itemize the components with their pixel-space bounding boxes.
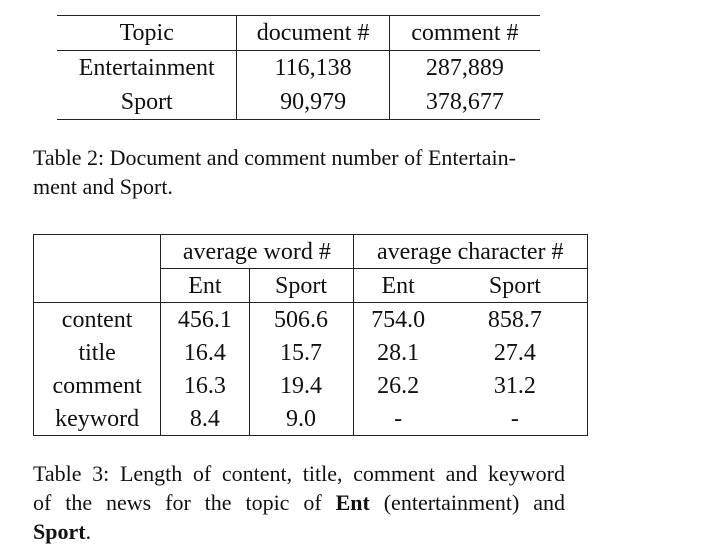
caption-line: Table 2: Document and comment number of … bbox=[33, 145, 516, 170]
caption-line: Sport. bbox=[33, 517, 565, 546]
caption-line: of the news for the topic of Ent (entert… bbox=[33, 488, 565, 517]
table-3-cell: - bbox=[442, 402, 588, 436]
table-3-caption: Table 3: Length of content, title, comme… bbox=[33, 459, 565, 546]
table-3-cell: 28.1 bbox=[352, 336, 443, 369]
table-row: comment 16.3 19.4 26.2 31.2 bbox=[32, 369, 588, 402]
caption-line: ment and Sport. bbox=[33, 174, 173, 199]
table-3-sub-header: Ent bbox=[352, 268, 443, 303]
table-2-header-row: Topic document # comment # bbox=[57, 15, 540, 51]
table-2-header-document: document # bbox=[236, 15, 390, 51]
table-3-cell: 456.1 bbox=[160, 302, 250, 336]
table-3-row-label: keyword bbox=[32, 402, 161, 436]
table-2-header-topic: Topic bbox=[57, 15, 237, 51]
table-3-row-label: content bbox=[32, 302, 161, 336]
table-3-cell: 16.4 bbox=[160, 336, 250, 369]
table-3: average word # average character # Ent S… bbox=[32, 234, 589, 436]
table-3-cell: 16.3 bbox=[160, 369, 250, 402]
table-2-cell-document: 90,979 bbox=[236, 85, 390, 120]
table-3-sub-header: Sport bbox=[442, 268, 588, 303]
table-3-cell: 858.7 bbox=[442, 302, 588, 336]
table-3-corner-cell bbox=[32, 234, 161, 269]
caption-line: Table 3: Length of content, title, comme… bbox=[33, 461, 565, 486]
table-row: title 16.4 15.7 28.1 27.4 bbox=[32, 336, 588, 369]
table-2: Topic document # comment # Entertainment… bbox=[57, 15, 540, 120]
caption-text: (entertainment) and bbox=[383, 490, 565, 515]
caption-bold-term: Sport bbox=[33, 519, 86, 544]
caption-text: . bbox=[85, 519, 92, 544]
table-2-header-comment: comment # bbox=[388, 15, 540, 51]
table-2-cell-comment: 378,677 bbox=[388, 85, 540, 120]
table-2-cell-comment: 287,889 bbox=[388, 50, 540, 85]
table-3-cell: 27.4 bbox=[442, 336, 588, 369]
table-3-sub-header: Sport bbox=[248, 268, 354, 303]
table-3-sub-header-row: Ent Sport Ent Sport bbox=[32, 268, 588, 303]
table-3-cell: - bbox=[352, 402, 443, 436]
table-3-cell: 26.2 bbox=[352, 369, 443, 402]
table-3-cell: 19.4 bbox=[248, 369, 354, 402]
table-3-group-header-word: average word # bbox=[160, 234, 354, 269]
table-row: Entertainment 116,138 287,889 bbox=[57, 50, 540, 85]
table-3-row-label: title bbox=[32, 336, 161, 369]
table-2-caption: Table 2: Document and comment number of … bbox=[33, 143, 565, 201]
table-3-corner-cell bbox=[32, 268, 161, 303]
table-2-cell-document: 116,138 bbox=[236, 50, 390, 85]
table-3-row-label: comment bbox=[32, 369, 161, 402]
table-3-group-header-row: average word # average character # bbox=[32, 234, 589, 269]
table-3-cell: 506.6 bbox=[248, 302, 354, 336]
table-3-cell: 31.2 bbox=[442, 369, 588, 402]
table-row: keyword 8.4 9.0 - - bbox=[32, 402, 588, 436]
table-3-cell: 754.0 bbox=[352, 302, 443, 336]
table-row: content 456.1 506.6 754.0 858.7 bbox=[32, 302, 588, 336]
table-2-cell-topic: Sport bbox=[57, 85, 237, 120]
table-2-cell-topic: Entertainment bbox=[78, 55, 215, 81]
caption-bold-term: Ent bbox=[335, 490, 370, 515]
table-3-cell: 8.4 bbox=[160, 402, 250, 436]
table-3-cell: 15.7 bbox=[248, 336, 354, 369]
table-3-group-header-character: average character # bbox=[352, 234, 589, 269]
caption-text: of the news for the topic of bbox=[33, 490, 322, 515]
table-row: Sport 90,979 378,677 bbox=[57, 85, 540, 120]
table-3-cell: 9.0 bbox=[248, 402, 354, 436]
table-3-sub-header: Ent bbox=[160, 268, 250, 303]
